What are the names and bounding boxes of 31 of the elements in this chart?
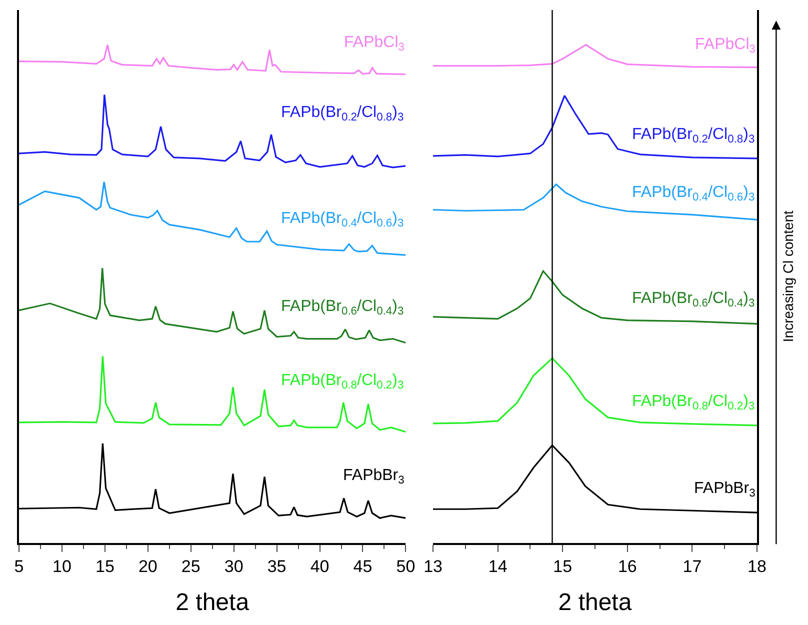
x-tick-label: 16 bbox=[618, 557, 637, 576]
series-label: FAPb(Br$_{0.6}$/Cl$_{0.4}$)$_{3}$ bbox=[281, 298, 404, 318]
series-label: FAPb(Br$_{0.2}$/Cl$_{0.8}$)$_{3}$ bbox=[281, 104, 404, 124]
series-label: FAPbCl$_{3}$ bbox=[344, 34, 404, 54]
series-label: FAPbBr$_{3}$ bbox=[694, 480, 756, 500]
x-tick-label: 25 bbox=[181, 557, 200, 576]
series-label: FAPb(Br$_{0.4}$/Cl$_{0.6}$)$_{3}$ bbox=[281, 210, 404, 230]
x-tick-label: 18 bbox=[748, 557, 766, 576]
x-tick-label: 45 bbox=[353, 557, 372, 576]
x-tick-label: 20 bbox=[138, 557, 158, 576]
series-label: FAPb(Br$_{0.6}$/Cl$_{0.4}$)$_{3}$ bbox=[632, 290, 755, 310]
series-label: FAPbBr$_{3}$ bbox=[343, 467, 404, 486]
x-tick-label: 5 bbox=[14, 557, 24, 576]
text: Increasing Cl content bbox=[780, 210, 796, 342]
x-tick-label: 30 bbox=[224, 557, 244, 576]
x-tick-label: 15 bbox=[553, 557, 572, 576]
x-tick-label: 50 bbox=[396, 557, 416, 576]
x-tick-label: 10 bbox=[52, 557, 72, 576]
x-axis-title: 2 theta bbox=[176, 588, 250, 616]
x-tick-label: 35 bbox=[267, 557, 286, 576]
series-label: FAPb(Br$_{0.8}$/Cl$_{0.2}$)$_{3}$ bbox=[281, 372, 404, 392]
x-tick-label: 15 bbox=[95, 557, 114, 576]
x-tick-label: 13 bbox=[424, 557, 442, 576]
series-label: FAPb(Br$_{0.8}$/Cl$_{0.2}$)$_{3}$ bbox=[632, 393, 755, 412]
series-label: FAPb(Br$_{0.4}$/Cl$_{0.6}$)$_{3}$ bbox=[632, 184, 755, 204]
x-tick-label: 17 bbox=[682, 557, 702, 576]
x-tick-label: 40 bbox=[310, 557, 330, 576]
x-tick-label: 14 bbox=[488, 557, 508, 576]
x-axis-title: 2 theta bbox=[558, 588, 632, 616]
series-label: FAPbCl$_{3}$ bbox=[695, 36, 756, 56]
series-label: FAPb(Br$_{0.2}$/Cl$_{0.8}$)$_{3}$ bbox=[632, 126, 755, 146]
